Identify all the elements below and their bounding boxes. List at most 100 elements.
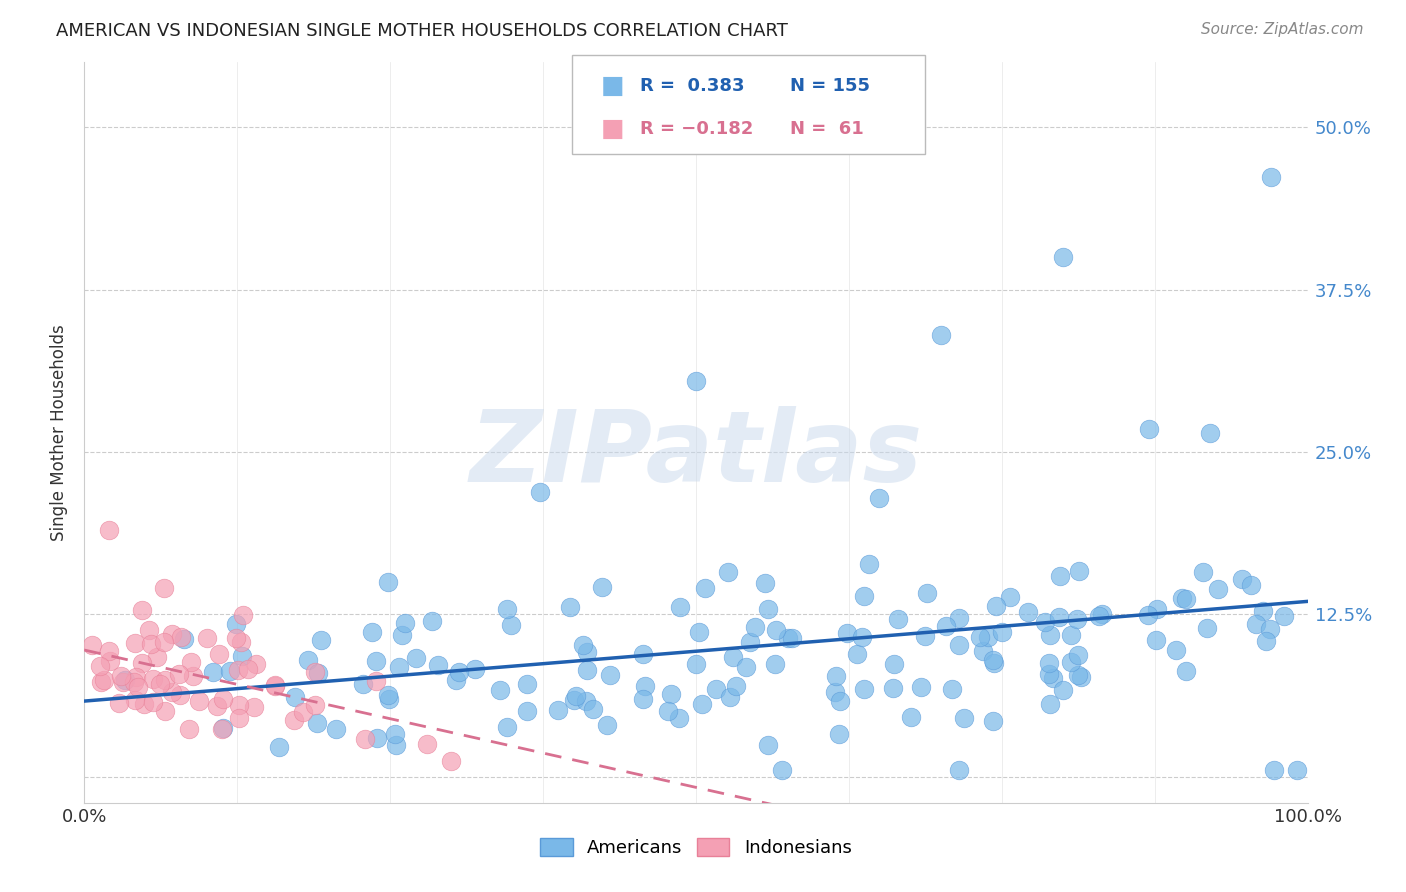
Point	[98, 644, 121, 658]
Point	[229, 635, 252, 649]
Point	[153, 582, 176, 596]
Point	[981, 653, 1004, 667]
Point	[991, 625, 1014, 640]
Point	[1191, 565, 1213, 579]
Point	[1263, 764, 1285, 778]
Point	[828, 694, 851, 708]
Point	[447, 665, 470, 679]
Point	[717, 566, 740, 580]
Point	[236, 662, 259, 676]
Point	[1067, 564, 1090, 578]
Point	[378, 692, 401, 706]
Text: Source: ZipAtlas.com: Source: ZipAtlas.com	[1201, 22, 1364, 37]
Point	[114, 673, 136, 688]
Point	[1146, 602, 1168, 616]
Point	[776, 631, 799, 645]
Point	[1174, 665, 1197, 679]
Point	[297, 653, 319, 667]
Point	[264, 678, 287, 692]
Point	[183, 669, 205, 683]
Point	[1240, 577, 1263, 591]
Point	[1033, 615, 1056, 629]
Point	[575, 694, 598, 708]
Point	[225, 631, 247, 645]
Point	[738, 635, 761, 649]
Point	[243, 699, 266, 714]
Point	[744, 620, 766, 634]
Point	[1038, 666, 1060, 681]
Point	[1067, 668, 1090, 682]
Point	[883, 657, 905, 672]
Point	[704, 681, 727, 696]
Point	[231, 648, 253, 663]
Point	[141, 672, 163, 686]
Point	[765, 623, 787, 637]
Point	[269, 740, 291, 755]
Point	[869, 491, 891, 505]
Point	[1137, 607, 1160, 622]
Point	[948, 611, 970, 625]
Point	[153, 673, 176, 687]
Point	[756, 602, 779, 616]
Point	[1039, 697, 1062, 711]
Point	[228, 698, 250, 712]
Text: R = −0.182: R = −0.182	[640, 120, 754, 137]
Point	[576, 663, 599, 677]
Point	[1070, 670, 1092, 684]
Point	[420, 614, 443, 628]
Point	[245, 657, 267, 671]
Point	[910, 681, 932, 695]
Point	[495, 602, 517, 616]
Point	[948, 764, 970, 778]
Point	[169, 689, 191, 703]
Point	[377, 689, 399, 703]
Y-axis label: Single Mother Households: Single Mother Households	[51, 325, 69, 541]
Point	[232, 607, 254, 622]
Point	[756, 739, 779, 753]
Point	[124, 635, 146, 649]
Point	[388, 659, 411, 673]
Point	[149, 677, 172, 691]
Point	[284, 690, 307, 704]
Point	[205, 699, 228, 714]
Point	[688, 625, 710, 640]
Point	[581, 701, 603, 715]
Point	[180, 655, 202, 669]
Point	[1198, 425, 1220, 440]
Point	[131, 603, 153, 617]
Point	[984, 599, 1007, 613]
Point	[1039, 627, 1062, 641]
Point	[1170, 591, 1192, 605]
Point	[446, 673, 468, 688]
Point	[721, 649, 744, 664]
Point	[173, 632, 195, 646]
Point	[718, 690, 741, 704]
Point	[952, 711, 974, 725]
Text: ■: ■	[600, 117, 624, 141]
Point	[309, 633, 332, 648]
Point	[98, 654, 121, 668]
Point	[366, 731, 388, 746]
Point	[914, 629, 936, 643]
Point	[108, 696, 131, 710]
Point	[977, 630, 1000, 644]
Text: N = 155: N = 155	[790, 78, 870, 95]
Point	[1067, 648, 1090, 663]
Point	[394, 615, 416, 630]
Point	[170, 630, 193, 644]
Point	[851, 630, 873, 644]
Point	[426, 658, 449, 673]
Point	[754, 575, 776, 590]
Point	[160, 627, 183, 641]
Point	[571, 638, 593, 652]
Point	[219, 664, 242, 678]
Point	[595, 718, 617, 732]
Point	[138, 624, 160, 638]
Point	[124, 693, 146, 707]
Point	[634, 679, 657, 693]
Point	[1049, 569, 1071, 583]
Text: AMERICAN VS INDONESIAN SINGLE MOTHER HOUSEHOLDS CORRELATION CHART: AMERICAN VS INDONESIAN SINGLE MOTHER HOU…	[56, 22, 789, 40]
Point	[1258, 622, 1281, 636]
Point	[983, 714, 1005, 728]
Point	[1088, 608, 1111, 623]
